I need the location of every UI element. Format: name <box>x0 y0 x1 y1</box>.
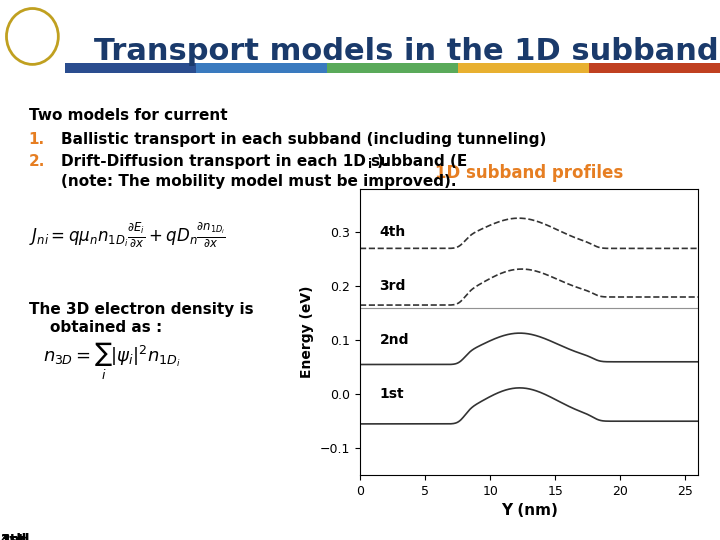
Text: 4th: 4th <box>379 225 406 239</box>
X-axis label: Y (nm): Y (nm) <box>501 503 557 518</box>
Y-axis label: Energy (eV): Energy (eV) <box>300 286 315 379</box>
Text: Transport models in the 1D subbands: Transport models in the 1D subbands <box>94 37 720 66</box>
Text: G. Iannaccone: G. Iannaccone <box>14 519 124 534</box>
Text: The 3D electron density is
    obtained as :: The 3D electron density is obtained as : <box>29 302 253 335</box>
Bar <box>458 63 589 73</box>
Bar <box>327 63 458 73</box>
Text: 2.: 2. <box>29 154 45 169</box>
Text: Ballistic transport in each subband (including tunneling): Ballistic transport in each subband (inc… <box>61 132 546 147</box>
Text: ).: ). <box>377 154 389 169</box>
Text: 1st: 1st <box>1 533 25 540</box>
Text: 3rd: 3rd <box>1 533 27 540</box>
Text: Università di  Pisa: Università di Pisa <box>569 519 706 534</box>
Title: 1D subband profiles: 1D subband profiles <box>435 164 624 182</box>
Text: $J_{ni} = q\mu_n n_{1D_i} \frac{\partial E_i}{\partial x} + qD_n \frac{\partial : $J_{ni} = q\mu_n n_{1D_i} \frac{\partial… <box>29 220 225 249</box>
Text: Two models for current: Two models for current <box>29 108 228 123</box>
Text: (note: The mobility model must be improved).: (note: The mobility model must be improv… <box>61 174 456 189</box>
Text: 1.: 1. <box>29 132 45 147</box>
Text: 3rd: 3rd <box>379 279 406 293</box>
Text: i: i <box>368 158 372 171</box>
Text: 2nd: 2nd <box>1 533 30 540</box>
Text: $n_{3D} = \sum_i |\psi_i|^2 n_{1D_i}$: $n_{3D} = \sum_i |\psi_i|^2 n_{1D_i}$ <box>43 341 181 382</box>
Text: 4th: 4th <box>1 532 27 540</box>
Bar <box>196 63 327 73</box>
Text: Drift-Diffusion transport in each 1D subband (E: Drift-Diffusion transport in each 1D sub… <box>61 154 467 169</box>
Bar <box>65 63 196 73</box>
Bar <box>589 63 720 73</box>
Text: 1st: 1st <box>379 387 404 401</box>
Text: 2nd: 2nd <box>379 333 409 347</box>
